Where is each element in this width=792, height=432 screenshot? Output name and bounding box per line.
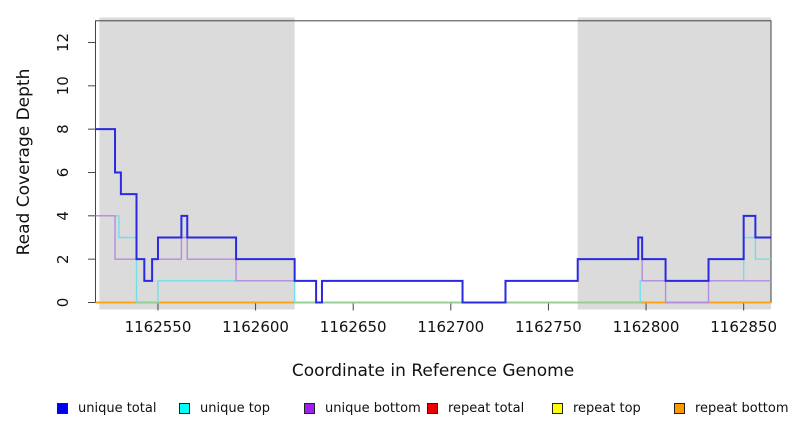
legend-item-unique-bottom: unique bottom [304, 399, 421, 418]
x-tick-label: 1162800 [613, 318, 680, 336]
legend-swatch-icon [552, 403, 563, 414]
y-tick-label: 10 [54, 76, 72, 95]
legend-label: unique total [78, 401, 157, 416]
y-tick-label: 0 [54, 298, 72, 308]
series-line-unique-total [95, 128, 771, 304]
x-tick-label: 1162700 [417, 318, 484, 336]
coverage-plot: 1162550 1162600 1162650 1162700 1162750 11628… [14, 17, 777, 381]
x-tick-label: 1162650 [320, 318, 387, 336]
legend-item-repeat-total: repeat total [427, 399, 524, 418]
legend-label: repeat bottom [695, 401, 789, 416]
legend-item-unique-total: unique total [57, 399, 156, 418]
plot-legend: unique total unique top unique bottom repea… [0, 399, 792, 419]
y-tick-label: 2 [54, 254, 72, 264]
repeat-region-right [577, 17, 771, 310]
x-tick-label: 1162550 [125, 318, 192, 336]
x-axis-title: Coordinate in Reference Genome [292, 361, 574, 381]
legend-label: unique bottom [325, 401, 421, 416]
y-tick-label: 4 [54, 211, 72, 221]
repeat-region-left [99, 17, 295, 310]
x-tick-label: 1162600 [222, 318, 289, 336]
y-tick-label: 8 [54, 124, 72, 134]
y-tick-label: 12 [54, 33, 72, 52]
legend-item-unique-top: unique top [179, 399, 270, 418]
x-tick-label: 1162750 [515, 318, 582, 336]
y-axis-title: Read Coverage Depth [14, 69, 34, 256]
legend-swatch-icon [179, 403, 190, 414]
legend-swatch-icon [304, 403, 315, 414]
y-tick-label: 6 [54, 168, 72, 178]
legend-swatch-icon [674, 403, 685, 414]
series-line-unique-top [95, 215, 771, 304]
legend-item-repeat-bottom: repeat bottom [674, 399, 789, 418]
legend-label: repeat top [573, 401, 641, 416]
x-tick-label: 1162850 [710, 318, 777, 336]
legend-swatch-icon [427, 403, 438, 414]
legend-label: repeat total [448, 401, 525, 416]
legend-item-repeat-top: repeat top [552, 399, 641, 418]
legend-swatch-icon [57, 403, 68, 414]
legend-label: unique top [200, 401, 271, 416]
